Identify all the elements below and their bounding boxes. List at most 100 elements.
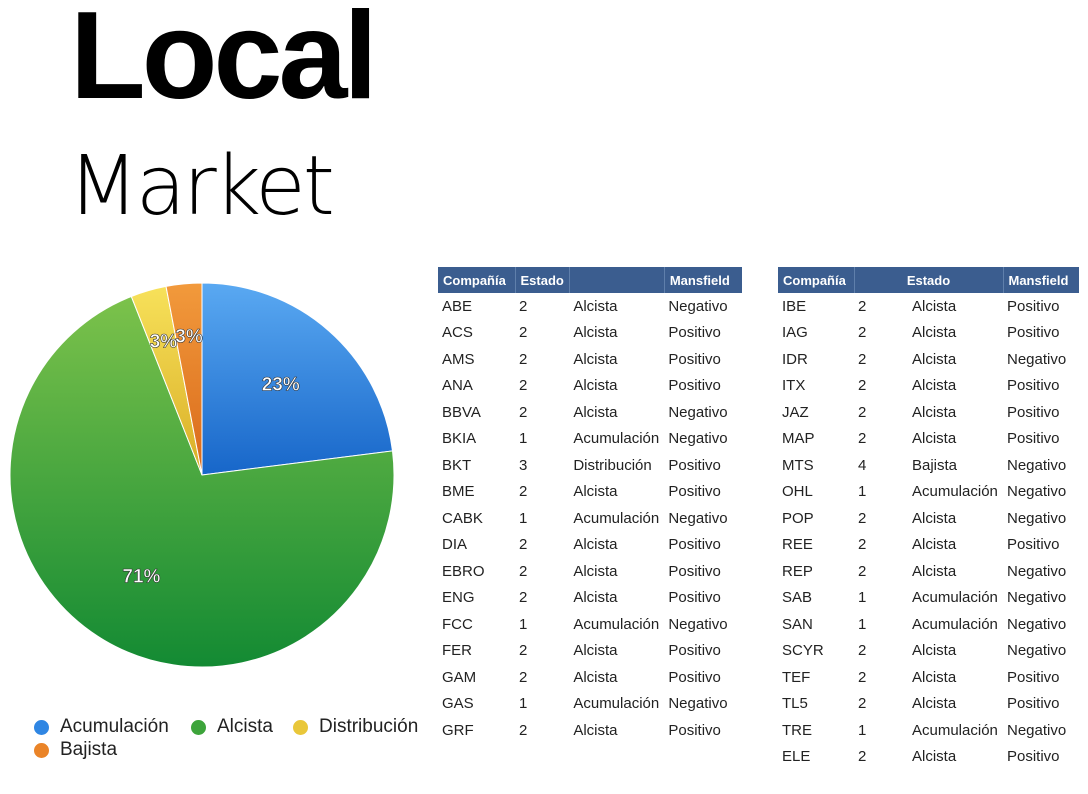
legend-item-distribucion: Distribución [293,716,418,738]
cell-company: TEF [782,668,811,686]
cell-mansfield: Positivo [668,483,721,501]
cell-estado-num: 2 [858,297,867,315]
legend-swatch [34,719,49,735]
table-row: SCYR 2 Alcista Negativo [778,638,1079,665]
table-row: ENG 2 Alcista Positivo [438,585,742,612]
cell-estado: Alcista [573,350,618,368]
cell-mansfield: Positivo [1007,430,1060,448]
cell-company: ACS [442,324,473,342]
cell-estado: Alcista [573,377,618,395]
cell-mansfield: Positivo [668,642,721,660]
column-header-compania: Compañía [438,267,516,293]
cell-estado: Alcista [573,324,618,342]
cell-estado-num: 1 [519,430,528,448]
cell-estado: Alcista [912,324,957,342]
cell-company: ANA [442,377,473,395]
legend-swatch [191,719,206,735]
table-row: SAN 1 Acumulación Negativo [778,611,1079,638]
cell-company: ENG [442,589,475,607]
cell-estado-num: 1 [858,615,867,633]
cell-mansfield: Negativo [1007,615,1067,633]
cell-estado: Acumulación [573,695,660,713]
cell-estado-num: 4 [858,456,867,474]
pie-data-label: 71% [122,566,160,587]
cell-estado: Alcista [573,721,618,739]
cell-estado-num: 2 [858,562,867,580]
cell-company: FER [442,642,472,660]
cell-estado-num: 2 [519,721,528,739]
cell-estado: Alcista [912,562,957,580]
stock-table-left: Compañía Estado Mansfield ABE 2 Alcista Neg… [438,267,743,744]
cell-mansfield: Negativo [668,615,728,633]
legend-swatch [293,719,308,735]
table-row: AMS 2 Alcista Positivo [438,346,742,373]
cell-company: REE [782,536,813,554]
cell-estado-num: 2 [519,377,528,395]
table-row: IAG 2 Alcista Positivo [778,320,1079,347]
table-row: FCC 1 Acumulación Negativo [438,611,742,638]
cell-estado-num: 2 [519,642,528,660]
cell-estado-num: 2 [519,589,528,607]
cell-company: REP [782,562,813,580]
table-row: BKT 3 Distribución Positivo [438,452,742,479]
table-row: TRE 1 Acumulación Negativo [778,717,1079,744]
cell-estado-num: 2 [858,536,867,554]
cell-company: DIA [442,536,468,554]
cell-estado: Acumulación [912,615,998,633]
cell-company: SAN [782,615,813,633]
cell-company: CABK [442,509,483,527]
cell-estado: Acumulación [912,589,998,607]
cell-estado-num: 2 [858,324,867,342]
cell-estado: Alcista [912,748,957,766]
table-row: ITX 2 Alcista Positivo [778,373,1079,400]
cell-estado-num: 2 [858,695,867,713]
cell-estado: Alcista [912,377,957,395]
column-header-blank [569,267,665,293]
cell-company: BBVA [442,403,481,421]
cell-estado: Acumulación [912,483,998,501]
cell-mansfield: Positivo [1007,297,1060,315]
table-row: SAB 1 Acumulación Negativo [778,585,1079,612]
cell-mansfield: Positivo [668,589,721,607]
cell-estado-num: 2 [858,403,867,421]
table-row: GAS 1 Acumulación Negativo [438,691,742,718]
cell-estado-num: 2 [858,350,867,368]
cell-company: IAG [782,324,808,342]
cell-company: TRE [782,721,812,739]
table-row: TL5 2 Alcista Positivo [778,691,1079,718]
cell-estado-num: 3 [519,456,528,474]
cell-mansfield: Positivo [668,536,721,554]
cell-mansfield: Positivo [1007,536,1060,554]
cell-mansfield: Negativo [1007,483,1067,501]
cell-company: BME [442,483,475,501]
cell-company: ELE [782,748,811,766]
cell-estado-num: 1 [858,483,867,501]
table-row: ACS 2 Alcista Positivo [438,320,742,347]
cell-estado-num: 2 [519,668,528,686]
cell-mansfield: Positivo [1007,695,1060,713]
legend-label: Alcista [217,716,273,737]
cell-estado: Alcista [912,430,957,448]
table-row: MAP 2 Alcista Positivo [778,426,1079,453]
cell-estado-num: 2 [858,748,867,766]
table-row: FER 2 Alcista Positivo [438,638,742,665]
table-header-row: Compañía Estado Mansfield [438,267,743,293]
table-row: ELE 2 Alcista Positivo [778,744,1079,771]
cell-company: TL5 [782,695,808,713]
cell-estado: Acumulación [573,430,660,448]
cell-estado: Acumulación [573,509,660,527]
cell-estado: Alcista [912,509,957,527]
cell-estado-num: 2 [519,536,528,554]
cell-company: EBRO [442,562,485,580]
cell-mansfield: Negativo [1007,509,1067,527]
cell-company: ITX [782,377,806,395]
cell-estado-num: 2 [519,324,528,342]
cell-mansfield: Negativo [1007,350,1067,368]
table-row: BKIA 1 Acumulación Negativo [438,426,742,453]
cell-mansfield: Positivo [668,456,721,474]
cell-estado: Alcista [912,536,957,554]
cell-company: FCC [442,615,473,633]
cell-estado-num: 2 [519,403,528,421]
table-row: JAZ 2 Alcista Positivo [778,399,1079,426]
cell-company: AMS [442,350,475,368]
